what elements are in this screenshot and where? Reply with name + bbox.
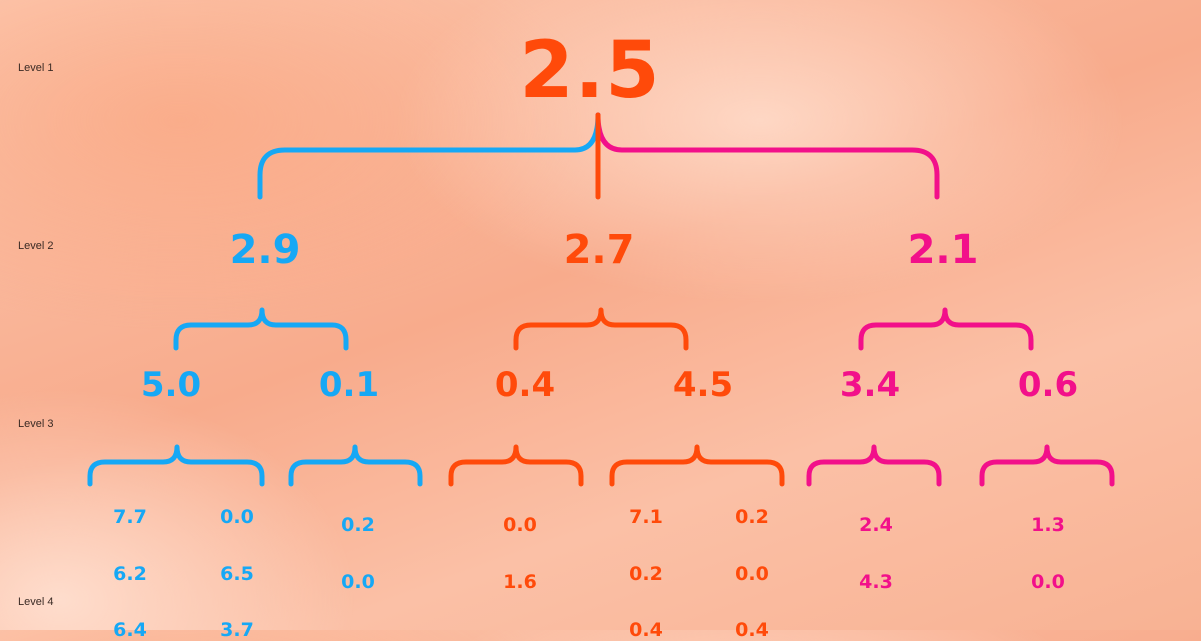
leaf-value: 0.2 xyxy=(735,506,769,528)
leaf-value: 0.0 xyxy=(220,506,254,528)
leaf-value: 0.2 xyxy=(341,514,375,536)
leaf-value: 0.0 xyxy=(1031,571,1065,593)
level2-value: 2.7 xyxy=(563,227,635,273)
level2-value: 2.1 xyxy=(907,227,979,273)
brace-2-7 xyxy=(513,307,689,351)
leaf-value: 0.0 xyxy=(735,563,769,585)
leaf-value: 0.0 xyxy=(341,571,375,593)
level3-value: 5.0 xyxy=(140,365,202,405)
leaf-value: 6.4 xyxy=(113,619,147,641)
level3-value: 0.4 xyxy=(494,365,556,405)
leaf-value: 3.7 xyxy=(220,619,254,641)
level3-value: 0.1 xyxy=(318,365,380,405)
brace-0-4 xyxy=(448,444,584,487)
level2-value: 2.9 xyxy=(229,227,301,273)
leaf-value: 6.2 xyxy=(113,563,147,585)
leaf-value: 4.3 xyxy=(859,571,893,593)
connector-root-pink xyxy=(595,112,940,200)
brace-4-5 xyxy=(609,444,785,487)
leaf-value: 7.1 xyxy=(629,506,663,528)
leaf-value: 0.4 xyxy=(629,619,663,641)
brace-5-0 xyxy=(87,444,265,487)
level-2-label: Level 2 xyxy=(18,240,54,252)
leaf-value: 1.6 xyxy=(503,571,537,593)
level-1-label: Level 1 xyxy=(18,62,54,74)
brace-0-6 xyxy=(979,444,1115,487)
brace-0-1 xyxy=(288,444,423,487)
root-value: 2.5 xyxy=(519,26,661,116)
brace-2-1 xyxy=(858,307,1034,351)
level-3-label: Level 3 xyxy=(18,418,54,430)
leaf-value: 6.5 xyxy=(220,563,254,585)
level-4-label: Level 4 xyxy=(18,596,54,608)
leaf-value: 7.7 xyxy=(113,506,147,528)
leaf-value: 0.0 xyxy=(503,514,537,536)
brace-2-9 xyxy=(173,307,349,351)
leaf-value: 0.4 xyxy=(735,619,769,641)
leaf-value: 0.2 xyxy=(629,563,663,585)
level3-value: 3.4 xyxy=(839,365,901,405)
level3-value: 4.5 xyxy=(672,365,734,405)
leaf-value: 1.3 xyxy=(1031,514,1065,536)
leaf-value: 2.4 xyxy=(859,514,893,536)
connector-root-blue xyxy=(257,112,601,200)
level3-value: 0.6 xyxy=(1017,365,1079,405)
brace-3-4 xyxy=(806,444,942,487)
